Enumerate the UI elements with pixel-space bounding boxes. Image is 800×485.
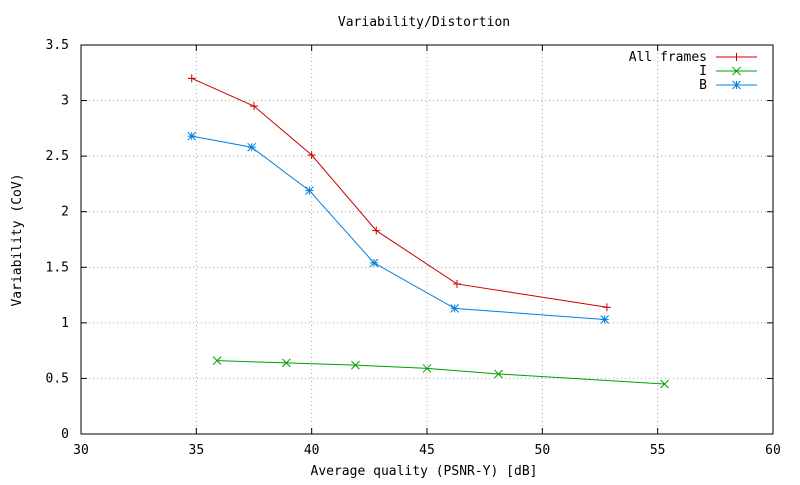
marker-stroke — [450, 304, 460, 313]
data-point — [369, 258, 379, 268]
data-point — [187, 74, 196, 83]
data-point — [281, 358, 291, 368]
data-point — [372, 226, 381, 235]
y-tick-label: 0 — [61, 427, 69, 442]
marker-stroke — [494, 369, 503, 379]
y-axis-label: Variability (CoV) — [10, 173, 25, 306]
data-point — [660, 379, 669, 389]
legend-label: All frames — [629, 50, 707, 65]
x-axis-label: Average quality (PSNR-Y) [dB] — [311, 464, 538, 479]
series-line — [191, 135, 605, 321]
y-tick-label: 1.5 — [46, 260, 69, 275]
data-point — [187, 131, 197, 141]
x-tick-label: 40 — [304, 443, 320, 458]
legend-label: I — [699, 64, 707, 79]
data-point — [452, 279, 461, 288]
x-tick-label: 35 — [189, 443, 205, 458]
marker-stroke — [369, 258, 379, 268]
grid — [81, 45, 773, 434]
marker-stroke — [247, 142, 257, 152]
data-point — [351, 360, 360, 370]
x-tick-label: 50 — [535, 443, 551, 458]
plot-frame — [80, 44, 774, 435]
marker-stroke — [732, 80, 741, 90]
data-point — [250, 102, 258, 111]
data-point — [305, 186, 314, 195]
x-tick-label: 45 — [419, 443, 435, 458]
legend-label: B — [699, 78, 707, 93]
series-0 — [187, 74, 611, 312]
legend-marker — [732, 53, 741, 61]
data-point — [494, 369, 503, 379]
y-tick-label: 3.5 — [46, 38, 69, 53]
y-tick-label: 2.5 — [46, 149, 69, 164]
y-tick-label: 3 — [61, 94, 69, 109]
marker-stroke — [732, 66, 741, 76]
series-2 — [187, 131, 609, 324]
marker-stroke — [305, 186, 314, 195]
marker-stroke — [422, 364, 432, 373]
x-tick-label: 60 — [765, 443, 781, 458]
legend-marker — [732, 66, 741, 76]
axes: 30 35 40 45 50 55 60 0 0.5 1 1.5 2 2.5 3 3.5 — [46, 38, 781, 458]
data-point — [602, 303, 611, 312]
series-line — [217, 360, 665, 385]
marker-stroke — [660, 379, 669, 389]
legend-marker — [732, 80, 741, 90]
x-tick-label: 55 — [650, 443, 666, 458]
chart-title: Variability/Distortion — [338, 15, 510, 30]
y-tick-label: 2 — [61, 205, 69, 220]
y-tick-label: 1 — [61, 316, 69, 331]
data-point — [600, 315, 609, 324]
marker-stroke — [187, 131, 197, 141]
series-layer — [187, 74, 669, 389]
marker-stroke — [212, 356, 222, 365]
marker-stroke — [600, 315, 609, 324]
y-tick-label: 0.5 — [46, 371, 69, 386]
data-point — [307, 151, 316, 160]
series-line — [191, 77, 607, 308]
x-tick-label: 30 — [73, 443, 89, 458]
data-point — [247, 142, 257, 152]
data-point — [212, 356, 222, 365]
marker-stroke — [281, 358, 291, 368]
data-point — [422, 364, 432, 373]
series-1 — [212, 356, 669, 389]
data-point — [450, 304, 460, 313]
marker-stroke — [351, 360, 360, 370]
